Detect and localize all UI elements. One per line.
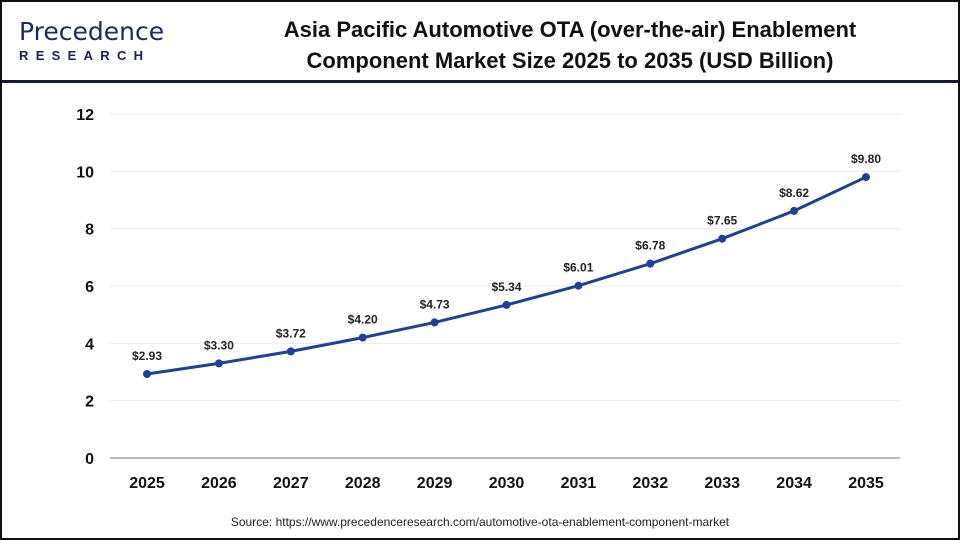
- series-line: [146, 175, 867, 376]
- data-label: $6.01: [563, 261, 593, 275]
- x-tick-label: 2032: [633, 475, 669, 492]
- data-point: [358, 333, 367, 342]
- x-tick-label: 2027: [273, 475, 309, 492]
- data-label: $3.72: [276, 326, 306, 340]
- data-point: [430, 318, 439, 327]
- data-label: $6.78: [635, 239, 665, 253]
- y-tick-label: 12: [76, 107, 94, 124]
- data-label: $9.80: [851, 152, 881, 166]
- data-label: $4.73: [420, 297, 450, 311]
- x-tick-label: 2030: [489, 475, 525, 492]
- data-point: [790, 206, 799, 215]
- y-tick-label: 2: [85, 394, 94, 411]
- data-point: [862, 173, 870, 182]
- data-point: [502, 300, 511, 309]
- y-tick-label: 6: [85, 279, 94, 296]
- data-point: [646, 259, 655, 268]
- data-label: $8.62: [779, 186, 809, 200]
- x-tick-label: 2033: [704, 475, 740, 492]
- data-label: $3.30: [204, 338, 234, 352]
- x-tick-label: 2025: [129, 475, 165, 492]
- data-label: $5.34: [491, 280, 521, 294]
- chart-title: Asia Pacific Automotive OTA (over-the-ai…: [202, 14, 938, 76]
- logo-subtext: RESEARCH: [19, 48, 151, 63]
- source-note: Source: https://www.precedenceresearch.c…: [230, 515, 730, 529]
- data-point: [214, 359, 223, 368]
- x-tick-label: 2031: [561, 475, 597, 492]
- data-label: $2.93: [132, 349, 162, 363]
- y-tick-label: 10: [76, 164, 94, 181]
- data-label: $7.65: [707, 214, 737, 228]
- data-point: [718, 234, 727, 243]
- y-tick-label: 8: [85, 222, 94, 239]
- y-tick-label: 4: [85, 336, 94, 353]
- x-tick-label: 2029: [417, 475, 453, 492]
- data-point: [143, 370, 151, 379]
- title-line-2: Component Market Size 2025 to 2035 (USD …: [306, 48, 834, 73]
- data-point: [574, 281, 583, 290]
- x-tick-label: 2026: [201, 475, 237, 492]
- x-tick-label: 2028: [345, 475, 381, 492]
- precedence-research-logo: Precedence RESEARCH: [19, 17, 169, 64]
- header-divider: [2, 80, 958, 83]
- data-point: [286, 347, 295, 356]
- x-tick-label: 2035: [848, 475, 884, 492]
- title-line-1: Asia Pacific Automotive OTA (over-the-ai…: [283, 17, 857, 42]
- y-tick-label: 0: [85, 451, 94, 468]
- logo-text: Precedence: [19, 17, 165, 46]
- data-label: $4.20: [348, 313, 378, 327]
- x-tick-label: 2034: [776, 475, 812, 492]
